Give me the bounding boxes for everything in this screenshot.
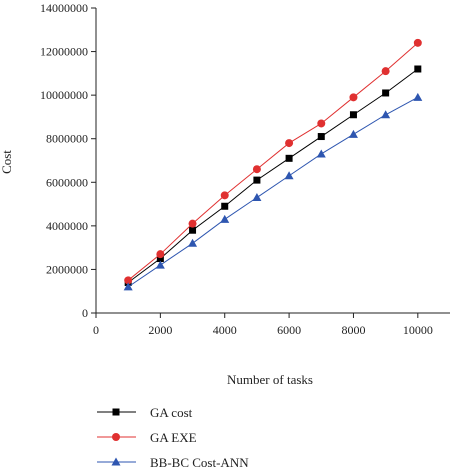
data-point — [349, 111, 357, 119]
data-point — [413, 38, 422, 47]
data-point — [381, 110, 391, 119]
x-tick-label: 2000 — [148, 323, 172, 337]
data-point — [221, 202, 229, 210]
data-point — [189, 226, 197, 234]
data-point — [381, 67, 390, 76]
legend-item: GA EXE — [97, 430, 197, 445]
x-tick-label: 10000 — [403, 323, 433, 337]
legend-swatch-marker — [112, 433, 120, 441]
data-point — [317, 119, 326, 128]
series-3 — [123, 92, 423, 291]
series-line — [127, 42, 419, 281]
legend: GA cost GA EXE BB-BC Cost-ANN — [97, 405, 249, 470]
series-2 — [124, 38, 422, 285]
legend-label: GA cost — [150, 405, 193, 420]
y-axis-label: Cost — [0, 150, 14, 174]
series-1 — [124, 65, 422, 286]
data-point — [284, 171, 294, 180]
data-point — [285, 139, 294, 148]
x-tick-label: 0 — [93, 323, 99, 337]
data-point — [316, 149, 326, 158]
data-point — [348, 129, 358, 138]
legend-label: BB-BC Cost-ANN — [150, 455, 249, 470]
x-axis-ticks: 0 2000 4000 6000 8000 10000 — [93, 313, 433, 337]
data-point — [285, 154, 293, 162]
x-tick-label: 6000 — [277, 323, 301, 337]
legend-swatch-marker — [111, 457, 121, 466]
data-point — [382, 89, 390, 97]
data-point — [252, 193, 262, 202]
data-point — [188, 219, 197, 228]
series-group — [123, 38, 423, 291]
x-tick-label: 4000 — [213, 323, 237, 337]
legend-item: GA cost — [97, 405, 193, 420]
x-tick-label: 8000 — [341, 323, 365, 337]
y-tick-label: 2000000 — [46, 262, 88, 276]
y-tick-label: 4000000 — [46, 219, 88, 233]
series-line — [127, 68, 419, 283]
y-axis-ticks: 0 2000000 4000000 6000000 8000000 10000000 120… — [40, 1, 96, 320]
y-tick-label: 14000000 — [40, 1, 88, 15]
data-point — [188, 238, 198, 247]
legend-swatch-marker — [112, 408, 120, 416]
x-axis-label: Number of tasks — [227, 372, 313, 387]
data-point — [123, 282, 133, 291]
series-line — [127, 96, 419, 288]
data-point — [220, 214, 230, 223]
data-point — [252, 165, 261, 174]
axes — [95, 8, 450, 314]
data-point — [413, 92, 423, 101]
data-point — [253, 176, 261, 184]
legend-item: BB-BC Cost-ANN — [97, 455, 249, 470]
data-point — [220, 191, 229, 200]
data-point — [155, 260, 165, 269]
data-point — [156, 255, 164, 263]
data-point — [317, 133, 325, 141]
legend-label: GA EXE — [150, 430, 197, 445]
data-point — [124, 276, 133, 285]
data-point — [414, 65, 422, 73]
data-point — [349, 93, 358, 102]
y-tick-label: 10000000 — [40, 88, 88, 102]
y-tick-label: 8000000 — [46, 132, 88, 146]
y-tick-label: 0 — [82, 306, 88, 320]
y-tick-label: 12000000 — [40, 45, 88, 59]
y-tick-label: 6000000 — [46, 175, 88, 189]
data-point — [156, 250, 165, 259]
